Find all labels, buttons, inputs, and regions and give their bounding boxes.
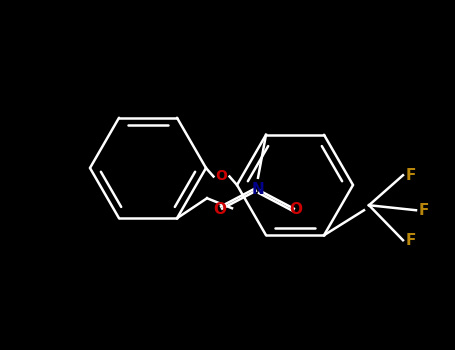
Text: O: O: [213, 202, 227, 217]
Text: F: F: [406, 233, 416, 248]
Text: O: O: [289, 202, 303, 217]
Text: F: F: [406, 168, 416, 183]
Text: F: F: [419, 203, 429, 218]
Text: O: O: [216, 169, 228, 183]
Text: N: N: [252, 182, 264, 197]
